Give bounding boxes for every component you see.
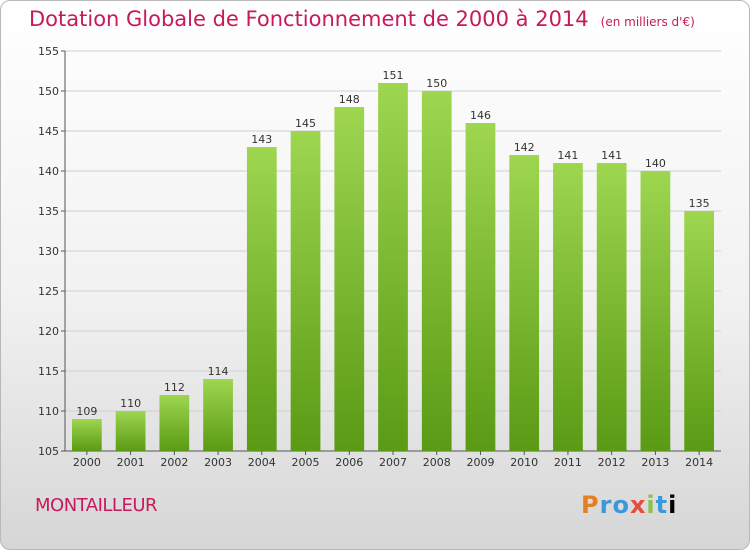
bar-2014	[684, 211, 715, 451]
value-label-2012: 141	[601, 149, 622, 162]
bar-2013	[640, 171, 671, 451]
x-tick-label: 2014	[685, 456, 713, 469]
bars	[71, 83, 715, 451]
bar-2009	[465, 123, 496, 451]
bar-2010	[509, 155, 540, 451]
value-label-2003: 114	[208, 365, 229, 378]
value-label-2001: 110	[120, 397, 141, 410]
x-tick-label: 2010	[510, 456, 538, 469]
bar-2007	[378, 83, 408, 451]
value-label-2009: 146	[470, 109, 491, 122]
bar-2008	[421, 91, 452, 451]
x-tick-label: 2005	[292, 456, 320, 469]
bar-2005	[290, 131, 321, 451]
x-tick-label: 2012	[598, 456, 626, 469]
y-tick-label: 145	[38, 125, 59, 138]
bar-2012	[596, 163, 627, 451]
y-tick-label: 125	[38, 285, 59, 298]
y-tick-label: 155	[38, 45, 59, 58]
x-tick-label: 2001	[117, 456, 145, 469]
bar-2003	[203, 379, 233, 451]
x-tick-label: 2008	[423, 456, 451, 469]
x-tick-label: 2003	[204, 456, 232, 469]
x-tick-label: 2007	[379, 456, 407, 469]
value-label-2011: 141	[557, 149, 578, 162]
bar-2002	[159, 395, 190, 451]
x-tick-label: 2004	[248, 456, 276, 469]
x-tick-label: 2006	[335, 456, 363, 469]
bar-2011	[553, 163, 583, 451]
y-tick-label: 130	[38, 245, 59, 258]
value-label-2005: 145	[295, 117, 316, 130]
value-label-2002: 112	[164, 381, 185, 394]
x-tick-label: 2000	[73, 456, 101, 469]
x-tick-label: 2011	[554, 456, 582, 469]
y-tick-label: 135	[38, 205, 59, 218]
x-tick-label: 2009	[466, 456, 494, 469]
value-label-2007: 151	[383, 69, 404, 82]
x-tick-label: 2013	[641, 456, 669, 469]
value-label-2008: 150	[426, 77, 447, 90]
bar-2006	[334, 107, 365, 451]
value-label-2014: 135	[689, 197, 710, 210]
y-tick-label: 120	[38, 325, 59, 338]
bar-2000	[71, 419, 102, 451]
value-label-2013: 140	[645, 157, 666, 170]
bar-2001	[115, 411, 146, 451]
y-tick-label: 115	[38, 365, 59, 378]
value-label-2006: 148	[339, 93, 360, 106]
chart-unit: (en milliers d'€)	[600, 15, 695, 29]
proxiti-logo: Proxiti	[581, 491, 678, 519]
value-label-2004: 143	[251, 133, 272, 146]
y-tick-label: 105	[38, 445, 59, 458]
commune-name: MONTAILLEUR	[35, 495, 158, 516]
labels: 109 110 112 114 143 145 148 151 150 146 142 141 141 1…	[76, 69, 709, 418]
y-tick-label: 150	[38, 85, 59, 98]
y-tick-label: 140	[38, 165, 59, 178]
y-tick-label: 110	[38, 405, 59, 418]
x-tick-label: 2002	[160, 456, 188, 469]
bar-2004	[246, 147, 277, 451]
value-label-2010: 142	[514, 141, 535, 154]
chart-title: Dotation Globale de Fonctionnement de 20…	[29, 7, 695, 31]
value-label-2000: 109	[76, 405, 97, 418]
chart-title-text: Dotation Globale de Fonctionnement de 20…	[29, 7, 589, 31]
